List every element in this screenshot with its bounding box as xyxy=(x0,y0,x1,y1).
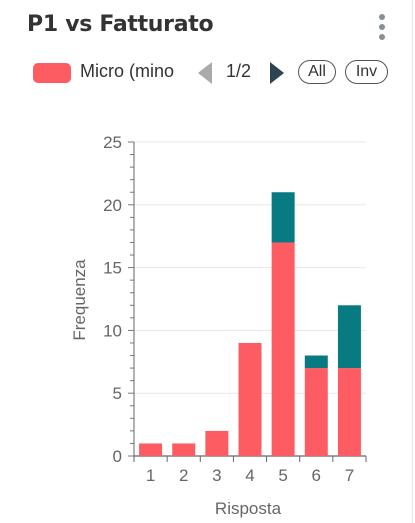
bar-series1-7 xyxy=(337,368,361,456)
bar-series2-5 xyxy=(271,192,295,243)
x-tick-label: 4 xyxy=(245,466,254,485)
tick-labels: 0 5 10 15 20 25 1 2 3 4 5 6 7 xyxy=(103,133,354,485)
y-tick-label: 15 xyxy=(103,259,122,278)
y-tick-label: 5 xyxy=(113,384,122,403)
legend: Micro (mino 1/2 All Inv xyxy=(0,58,415,88)
bar-series1-2 xyxy=(172,443,196,456)
bar-series2-6 xyxy=(304,355,328,369)
x-axis-label: Risposta xyxy=(215,499,282,518)
legend-invert-button[interactable]: Inv xyxy=(345,60,388,84)
legend-select-all-button[interactable]: All xyxy=(298,60,336,84)
bar-series1-1 xyxy=(139,443,163,456)
triangle-left-icon[interactable] xyxy=(198,62,212,84)
bar-series1-6 xyxy=(304,368,328,456)
more-vertical-icon[interactable] xyxy=(376,14,388,40)
y-axis-label: Frequenza xyxy=(70,259,89,341)
x-tick-label: 6 xyxy=(312,466,321,485)
x-tick-label: 2 xyxy=(179,466,188,485)
bar-series1-4 xyxy=(238,342,262,456)
x-tick-label: 7 xyxy=(345,466,354,485)
chart-title: P1 vs Fatturato xyxy=(27,12,214,37)
bar-series1-5 xyxy=(271,242,295,456)
x-tick-label: 5 xyxy=(278,466,287,485)
bar-series2-7 xyxy=(337,305,361,369)
legend-label-micro[interactable]: Micro (mino xyxy=(80,61,175,81)
y-tick-label: 0 xyxy=(113,447,122,466)
x-tick-label: 3 xyxy=(212,466,221,485)
y-tick-label: 20 xyxy=(103,196,122,215)
y-tick-label: 25 xyxy=(103,133,122,152)
bars xyxy=(139,192,361,456)
legend-swatch-micro[interactable] xyxy=(33,63,71,83)
triangle-right-icon[interactable] xyxy=(270,62,284,84)
legend-page-indicator: 1/2 xyxy=(226,61,252,81)
y-tick-label: 10 xyxy=(103,321,122,340)
bar-series1-3 xyxy=(205,430,229,456)
x-tick-label: 1 xyxy=(146,466,155,485)
